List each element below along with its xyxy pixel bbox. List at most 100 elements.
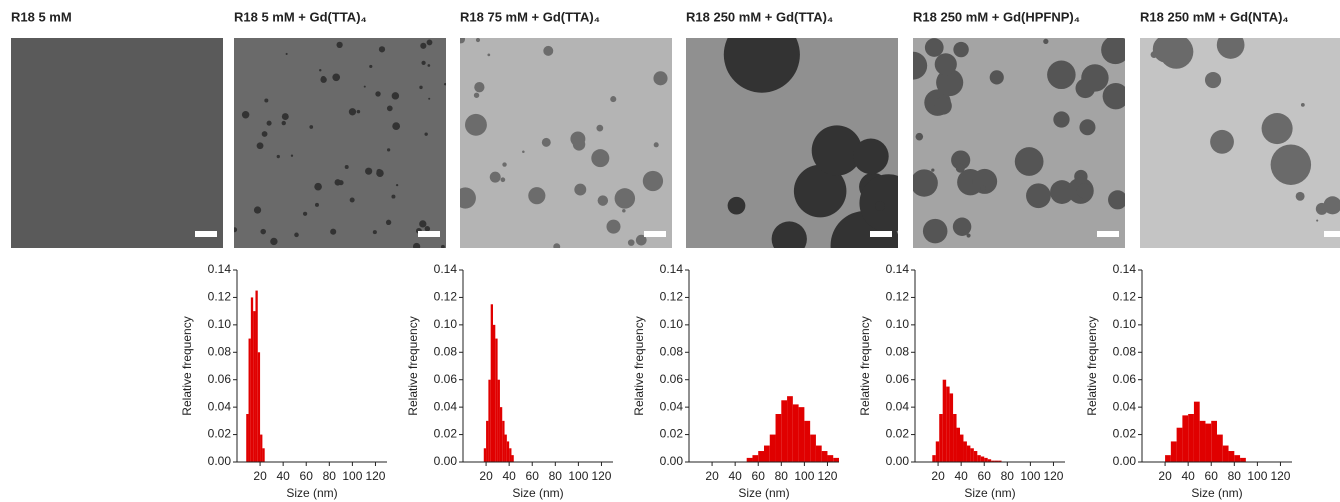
x-axis-label: Size (nm) bbox=[738, 486, 789, 500]
particle bbox=[419, 85, 423, 90]
particle bbox=[1270, 144, 1312, 185]
particle bbox=[332, 73, 341, 82]
particle bbox=[913, 169, 938, 197]
histogram-bar bbox=[257, 352, 261, 462]
y-tick-label: 0.10 bbox=[660, 317, 684, 331]
x-tick-label: 20 bbox=[253, 469, 267, 483]
particle bbox=[610, 96, 617, 103]
particle bbox=[294, 232, 299, 238]
y-tick-label: 0.10 bbox=[886, 317, 910, 331]
x-tick-label: 60 bbox=[978, 469, 992, 483]
histogram-bar bbox=[1240, 457, 1246, 462]
histogram-bar bbox=[798, 407, 805, 462]
x-tick-label: 120 bbox=[591, 469, 611, 483]
x-tick-label: 40 bbox=[954, 469, 968, 483]
particle bbox=[1315, 202, 1328, 215]
histogram-bar bbox=[960, 434, 964, 462]
histogram-bar bbox=[775, 414, 782, 462]
particle bbox=[922, 218, 948, 244]
x-tick-label: 80 bbox=[1001, 469, 1015, 483]
histogram-bar bbox=[956, 427, 960, 462]
y-tick-label: 0.02 bbox=[886, 427, 910, 441]
particle bbox=[1079, 119, 1096, 136]
particle bbox=[264, 98, 269, 103]
histogram-bar bbox=[821, 451, 828, 462]
x-tick-label: 60 bbox=[526, 469, 540, 483]
histogram-bar bbox=[499, 407, 503, 462]
particle bbox=[426, 39, 433, 46]
histogram-bar bbox=[949, 393, 954, 462]
histogram-bar bbox=[787, 396, 793, 462]
x-tick-label: 20 bbox=[479, 469, 493, 483]
particle bbox=[309, 125, 314, 129]
particle bbox=[460, 38, 466, 44]
particle bbox=[443, 82, 446, 86]
histogram-bar bbox=[1165, 455, 1171, 462]
histogram-bar bbox=[1205, 423, 1212, 462]
scale-bar bbox=[644, 231, 666, 237]
x-tick-label: 40 bbox=[276, 469, 290, 483]
particle bbox=[924, 38, 944, 57]
x-tick-label: 60 bbox=[300, 469, 314, 483]
histogram-bar bbox=[511, 455, 514, 462]
particle bbox=[500, 177, 506, 183]
histogram-bar bbox=[1170, 441, 1177, 462]
particle bbox=[290, 154, 294, 157]
y-tick-label: 0.04 bbox=[434, 399, 458, 413]
histogram-bar bbox=[1188, 414, 1194, 462]
particle bbox=[253, 206, 262, 214]
x-tick-label: 40 bbox=[502, 469, 516, 483]
x-axis-label: Size (nm) bbox=[512, 486, 563, 500]
y-axis-label: Relative frequency bbox=[632, 316, 646, 415]
y-tick-label: 0.12 bbox=[660, 290, 684, 304]
histogram-bar bbox=[1228, 451, 1235, 462]
particle bbox=[1014, 147, 1044, 176]
y-tick-label: 0.12 bbox=[886, 290, 910, 304]
particle bbox=[465, 113, 487, 136]
y-axis-label: Relative frequency bbox=[180, 316, 194, 415]
histogram-bar bbox=[987, 459, 992, 462]
particle bbox=[424, 132, 428, 136]
particle bbox=[334, 179, 341, 186]
particle bbox=[330, 228, 337, 235]
x-tick-label: 100 bbox=[1020, 469, 1040, 483]
scale-bar bbox=[1097, 231, 1119, 237]
panel-title: R18 250 mM + Gd(TTA)₄ bbox=[686, 9, 833, 24]
x-tick-label: 100 bbox=[1247, 469, 1267, 483]
y-tick-label: 0.06 bbox=[886, 372, 910, 386]
particle bbox=[951, 150, 971, 170]
y-axis-label: Relative frequency bbox=[1085, 316, 1099, 415]
particle bbox=[853, 138, 889, 175]
histogram-bar bbox=[746, 457, 753, 462]
particle bbox=[972, 168, 998, 194]
y-tick-label: 0.08 bbox=[434, 344, 458, 358]
particle bbox=[241, 111, 250, 119]
particle bbox=[574, 183, 587, 196]
particle bbox=[1108, 190, 1125, 210]
x-tick-label: 120 bbox=[1043, 469, 1063, 483]
y-tick-label: 0.08 bbox=[208, 344, 232, 358]
particle bbox=[419, 220, 427, 228]
histogram-bar bbox=[998, 460, 1002, 462]
particle bbox=[460, 187, 476, 209]
particle bbox=[955, 163, 965, 173]
histogram-bar bbox=[994, 460, 999, 462]
particle bbox=[1210, 129, 1234, 154]
particle bbox=[266, 120, 272, 126]
particle bbox=[314, 182, 322, 191]
particle bbox=[502, 162, 507, 167]
y-tick-label: 0.06 bbox=[434, 372, 458, 386]
particle bbox=[635, 234, 647, 246]
y-tick-label: 0.08 bbox=[886, 344, 910, 358]
particle bbox=[376, 169, 384, 177]
particle bbox=[541, 137, 551, 147]
particle bbox=[348, 108, 357, 116]
y-tick-label: 0.10 bbox=[1113, 317, 1137, 331]
histogram-bar bbox=[833, 457, 839, 462]
particle bbox=[1261, 113, 1293, 145]
y-tick-label: 0.00 bbox=[208, 454, 232, 468]
scale-bar bbox=[195, 231, 217, 237]
y-tick-label: 0.14 bbox=[886, 262, 910, 276]
x-tick-label: 80 bbox=[775, 469, 789, 483]
